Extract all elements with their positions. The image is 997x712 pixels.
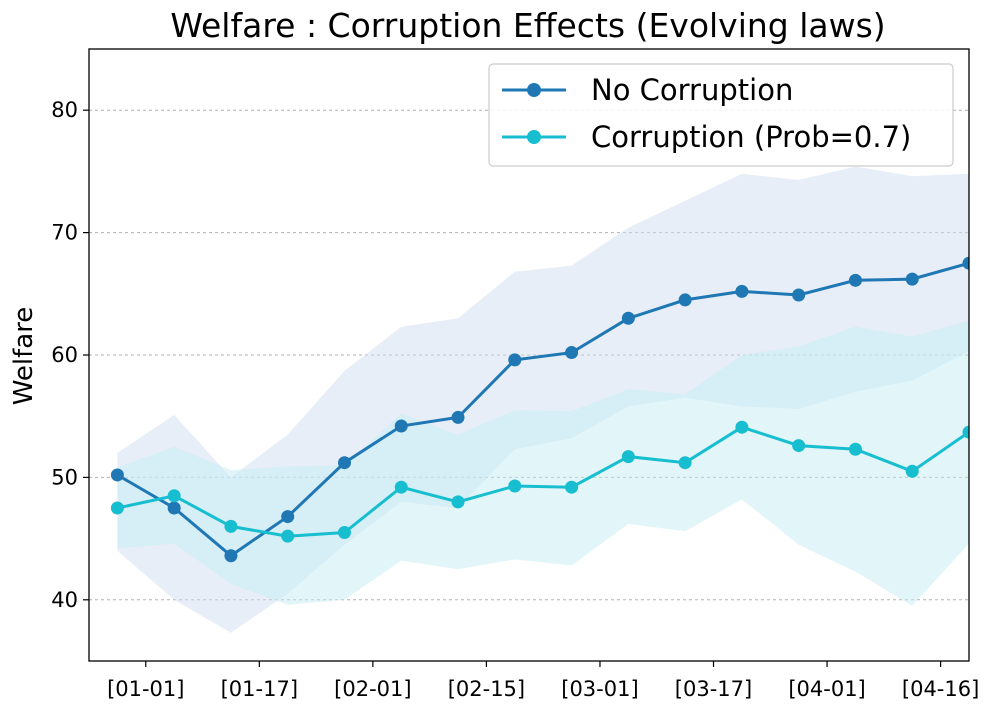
series-1-point-11 [735,420,749,434]
series-1-line [117,425,969,538]
series-1-point-9 [621,450,635,464]
x-tick-label-1: [01-17] [221,677,298,701]
series-0-point-12 [792,288,806,302]
series-1-point-6 [451,495,465,509]
y-tick-label-40: 40 [51,588,78,612]
series-0-point-11 [735,284,749,298]
series-1-point-7 [508,479,522,493]
x-tick-label-5: [03-17] [675,677,752,701]
series-1-point-15 [962,425,969,439]
series-1-point-13 [848,442,862,456]
legend-1-marker [527,130,541,144]
y-tick-label-80: 80 [51,98,78,122]
legend-1-label: Corruption (Prob=0.7) [591,120,911,154]
x-tick-label-2: [02-01] [334,677,411,701]
series-0-line [116,261,969,558]
y-tick-label-60: 60 [51,343,78,367]
series-1-point-12 [792,439,806,453]
series-0-point-6 [451,410,465,424]
series-1-point-0 [110,501,124,515]
series-1-point-10 [678,456,692,470]
y-axis-label: Welfare [9,307,39,406]
series-1-point-2 [224,519,238,533]
series-0-point-7 [508,353,522,367]
x-tick-label-7: [04-16] [902,677,979,701]
series-0-point-4 [337,456,351,470]
legend-box [488,63,954,167]
x-tick-label-3: [02-15] [448,677,525,701]
plot-frame [88,48,970,662]
series-0-point-0 [110,468,124,482]
series-0-point-3 [281,510,295,524]
series-0-point-10 [678,293,692,307]
legend: No Corruption Corruption (Prob=0.7) [488,63,954,167]
plot-series-group [110,166,969,633]
series-0-point-8 [565,346,579,360]
y-tick-label-70: 70 [51,221,78,245]
series-0-point-15 [962,256,969,270]
plot-area: 40 50 60 70 80 [01-01] [01-17] [02-01] [02-15] [0… [51,48,979,701]
series-0-point-1 [167,501,181,515]
series-1-point-14 [905,464,919,478]
chart-title: Welfare : Corruption Effects (Evolving l… [170,6,885,45]
series-0-point-2 [224,549,238,563]
series-0-point-5 [394,419,408,433]
series-0-point-14 [905,272,919,286]
series-0-point-13 [848,273,862,287]
series-1-point-1 [167,489,181,503]
series-1-point-5 [394,480,408,494]
x-tick-label-0: [01-01] [107,677,184,701]
x-tick-label-4: [03-01] [561,677,638,701]
legend-0-marker [527,83,541,97]
x-tick-label-6: [04-01] [788,677,865,701]
y-tick-label-50: 50 [51,465,78,489]
series-1-point-8 [565,480,579,494]
series-0-point-9 [621,311,635,325]
legend-0-label: No Corruption [591,73,793,107]
series-1-point-4 [337,525,351,539]
series-1-point-3 [281,529,295,543]
